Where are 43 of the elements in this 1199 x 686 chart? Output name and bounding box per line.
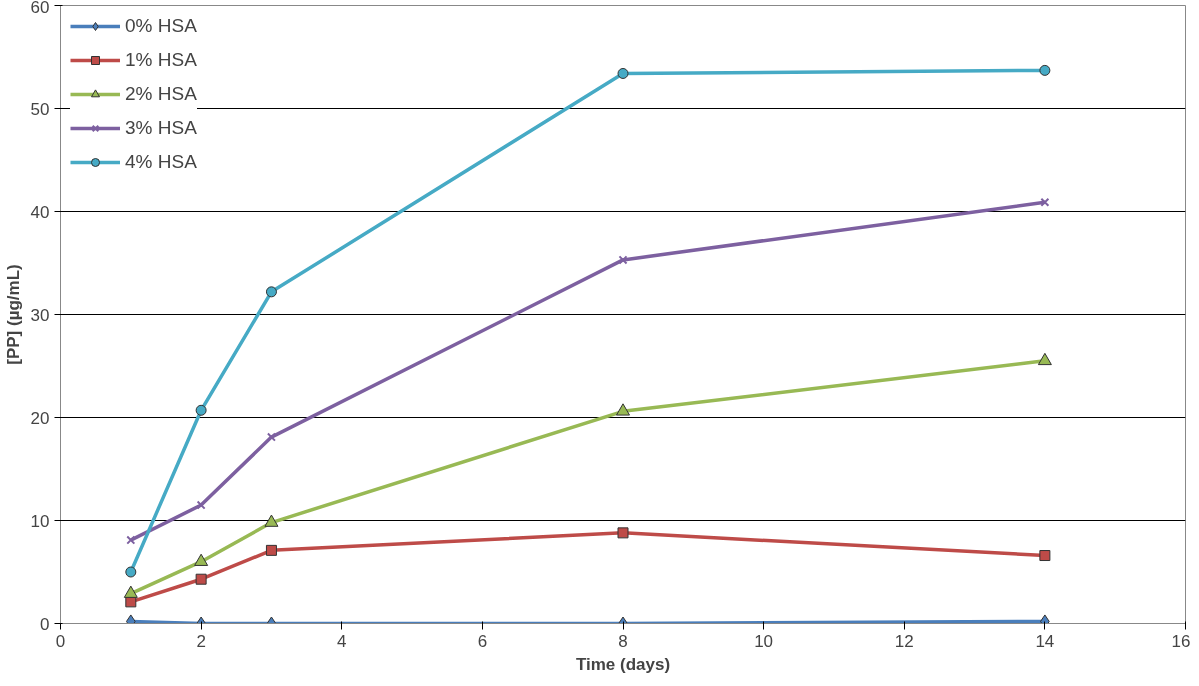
x-tick-label: 16 [1171, 631, 1191, 651]
point [126, 535, 136, 545]
x-tick-label: 6 [477, 631, 488, 651]
x-tick-label: 8 [618, 631, 628, 651]
point [196, 500, 206, 510]
point [194, 553, 209, 566]
point [1037, 352, 1052, 366]
point [1040, 197, 1050, 207]
y-tick-label: 20 [30, 408, 50, 428]
point [195, 404, 207, 416]
point [123, 585, 138, 598]
y-tick-label: 0 [40, 614, 50, 634]
point [264, 514, 279, 527]
x-tick-label: 10 [754, 631, 774, 651]
legend-label: 4% HSA [125, 151, 197, 173]
point [1039, 550, 1051, 562]
y-tick-label: 10 [30, 511, 50, 531]
x-tick-label: 0 [55, 631, 66, 651]
point [266, 432, 276, 442]
legend-label: 2% HSA [125, 83, 197, 105]
point [125, 566, 137, 578]
point [617, 67, 629, 79]
x-tick-label: 14 [1035, 631, 1055, 651]
point [265, 286, 277, 298]
x-axis-title: Time (days) [575, 654, 671, 674]
x-tick-label: 4 [337, 631, 347, 651]
x-tick-label: 2 [196, 631, 206, 651]
x-tick-label: 12 [894, 631, 914, 651]
y-tick-label: 30 [30, 305, 50, 325]
point [125, 596, 137, 608]
point [195, 573, 207, 585]
point [1039, 64, 1051, 76]
y-tick-label: 50 [30, 99, 50, 119]
legend-label: 1% HSA [125, 49, 197, 71]
point [617, 527, 629, 539]
point [616, 403, 630, 416]
y-tick-label: 40 [30, 202, 50, 222]
point [265, 544, 277, 556]
y-tick-label: 60 [30, 0, 50, 17]
y-axis-title: [PP] (µg/mL) [3, 264, 23, 365]
legend-label: 0% HSA [125, 15, 197, 37]
legend-label: 3% HSA [125, 117, 197, 139]
point [618, 255, 628, 265]
